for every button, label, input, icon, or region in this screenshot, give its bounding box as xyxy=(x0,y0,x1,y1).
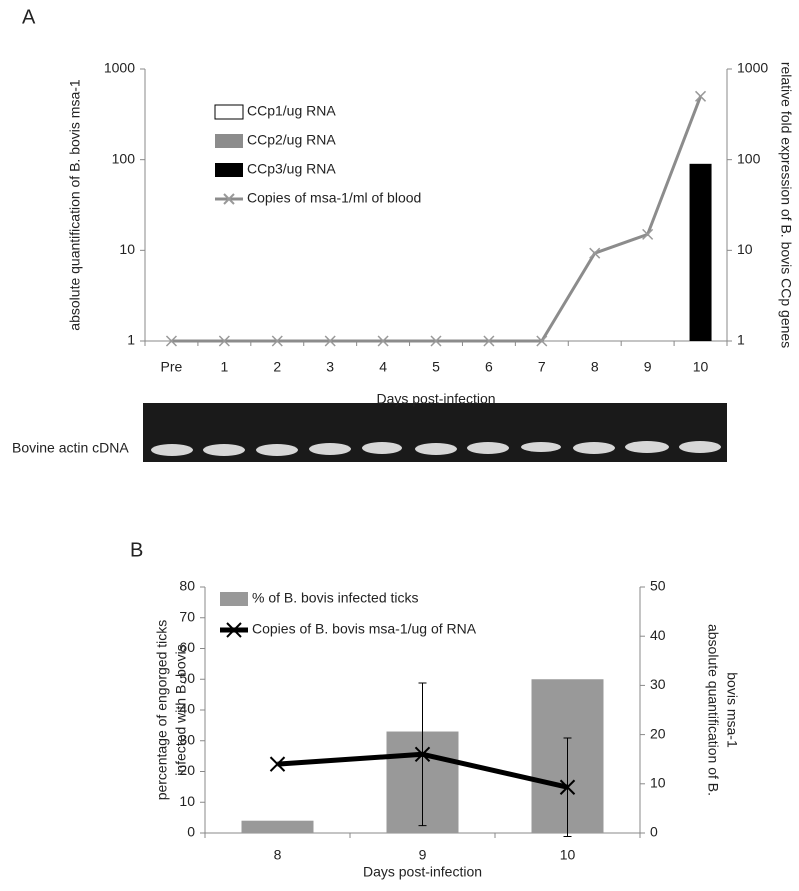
y-tick-label: 0 xyxy=(187,824,195,840)
point-marker xyxy=(269,756,286,772)
y2-tick-label: 1 xyxy=(737,332,745,348)
y2-tick-label: 0 xyxy=(650,824,658,840)
y-tick-label: 1000 xyxy=(104,60,135,76)
point-marker xyxy=(559,779,576,795)
x-tick-label: 10 xyxy=(693,359,709,375)
x-tick-label: 1 xyxy=(220,359,228,375)
y-axis-label: percentage of engorged ticks xyxy=(154,620,170,801)
panel-label: B xyxy=(130,539,143,561)
x-tick-label: 5 xyxy=(432,359,440,375)
bar xyxy=(689,163,712,341)
y2-tick-label: 10 xyxy=(737,241,753,257)
x-tick-label: Pre xyxy=(161,359,183,375)
legend-label: Copies of msa-1/ml of blood xyxy=(247,190,421,206)
point-marker xyxy=(218,335,230,347)
point-marker xyxy=(642,228,654,240)
legend-label: % of B. bovis infected ticks xyxy=(252,590,419,606)
y2-tick-label: 30 xyxy=(650,676,666,692)
y2-tick-label: 10 xyxy=(650,775,666,791)
legend-swatch xyxy=(220,592,248,606)
x-tick-label: 8 xyxy=(274,847,282,863)
y-tick-label: 50 xyxy=(179,670,195,686)
y2-tick-label: 20 xyxy=(650,725,666,741)
y2-tick-label: 1000 xyxy=(737,60,768,76)
y-tick-label: 10 xyxy=(119,241,135,257)
gel-image xyxy=(143,403,727,462)
x-tick-label: 3 xyxy=(326,359,334,375)
point-marker xyxy=(377,335,389,347)
x-axis-label: Days post-infection xyxy=(363,864,482,880)
x-axis-label: Days post-infection xyxy=(376,391,495,407)
legend-swatch xyxy=(214,104,244,120)
point-marker xyxy=(695,90,707,102)
x-tick-label: 10 xyxy=(560,847,576,863)
y2-axis-label: relative fold expression of B. bovis CCp… xyxy=(778,62,794,348)
point-marker xyxy=(414,746,431,762)
legend-label: CCp1/ug RNA xyxy=(247,103,336,119)
legend-label: Copies of B. bovis msa-1/ug of RNA xyxy=(252,621,477,637)
y-tick-label: 40 xyxy=(179,701,195,717)
legend-label: CCp3/ug RNA xyxy=(247,161,336,177)
legend-marker xyxy=(226,622,242,638)
point-marker xyxy=(324,335,336,347)
y-tick-label: 30 xyxy=(179,731,195,747)
point-marker xyxy=(483,335,495,347)
legend-label: CCp2/ug RNA xyxy=(247,132,336,148)
point-marker xyxy=(589,247,601,259)
y2-axis-label: absolute quantification of B. xyxy=(705,624,721,796)
x-tick-label: 8 xyxy=(591,359,599,375)
y2-tick-label: 40 xyxy=(650,627,666,643)
x-tick-label: 7 xyxy=(538,359,546,375)
y-tick-label: 1 xyxy=(127,332,135,348)
x-tick-label: 9 xyxy=(419,847,427,863)
legend-marker xyxy=(223,193,235,205)
y2-tick-label: 50 xyxy=(650,578,666,594)
y-tick-label: 70 xyxy=(179,608,195,624)
y-tick-label: 60 xyxy=(179,639,195,655)
y-tick-label: 10 xyxy=(179,793,195,809)
panel-label: A xyxy=(22,6,36,28)
point-marker xyxy=(165,335,177,347)
y-tick-label: 100 xyxy=(112,150,136,166)
y-axis-label: absolute quantification of B. bovis msa-… xyxy=(67,79,83,331)
y2-tick-label: 100 xyxy=(737,150,761,166)
y-axis-label: infected with B. bovis xyxy=(173,644,189,776)
point-marker xyxy=(271,335,283,347)
y-tick-label: 80 xyxy=(179,578,195,594)
x-tick-label: 6 xyxy=(485,359,493,375)
x-tick-label: 2 xyxy=(273,359,281,375)
y-tick-label: 20 xyxy=(179,762,195,778)
legend-swatch xyxy=(215,163,243,177)
point-marker xyxy=(536,335,548,347)
legend-swatch xyxy=(215,134,243,148)
point-marker xyxy=(430,335,442,347)
bar xyxy=(241,820,314,833)
gel-label: Bovine actin cDNA xyxy=(12,440,129,456)
x-tick-label: 4 xyxy=(379,359,387,375)
y2-axis-label: bovis msa-1 xyxy=(724,672,740,748)
x-tick-label: 9 xyxy=(644,359,652,375)
